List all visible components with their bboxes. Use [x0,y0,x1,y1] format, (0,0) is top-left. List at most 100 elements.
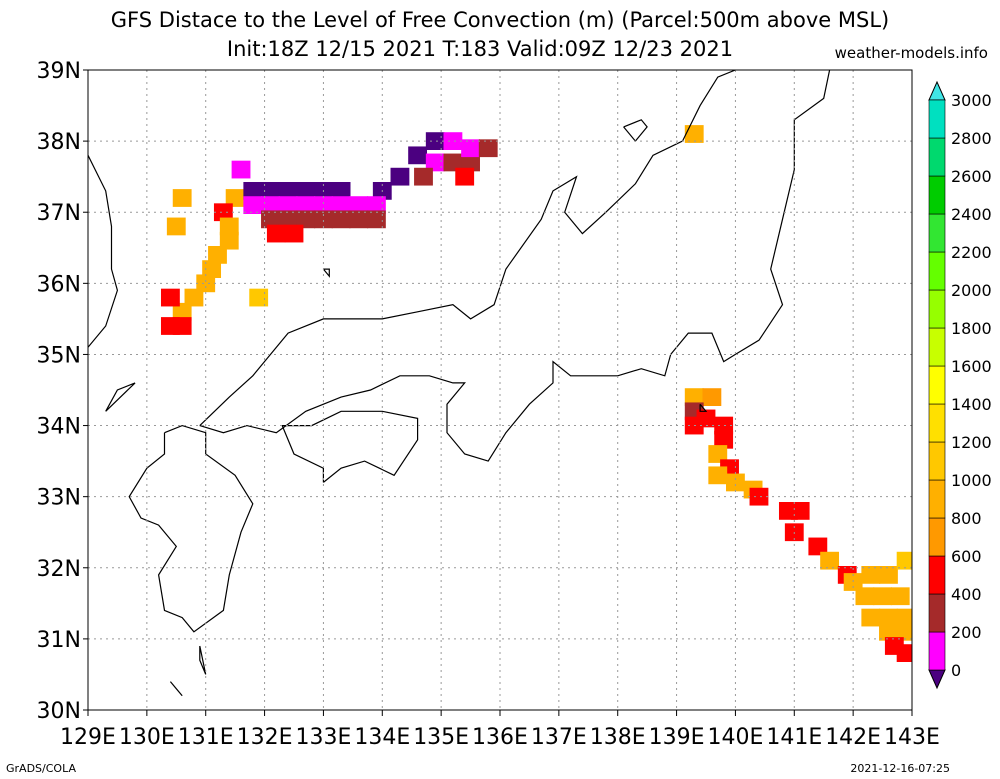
colorbar-label: 3000 [951,91,992,110]
field-cell [843,573,863,591]
lon-tick-label: 132E [237,725,293,750]
lat-tick-label: 35N [37,343,81,368]
field-cell [366,196,386,214]
field-cell [896,608,912,627]
field-cell [314,182,333,200]
lon-tick-label: 142E [825,725,881,750]
software-credit: GrADS/COLA [6,762,76,775]
field-cell [261,182,280,200]
field-cell [278,210,298,229]
lon-tick-label: 139E [649,725,705,750]
field-cell [855,587,875,606]
colorbar-swatch [928,137,946,177]
coastlines [88,70,831,697]
field-cell [296,196,316,214]
field-cell [790,502,810,520]
colorbar-swatch [928,99,946,139]
field-cell [184,288,204,307]
lon-tick-label: 133E [295,725,351,750]
coastline [699,403,708,412]
render-timestamp: 2021-12-16-07:25 [850,762,950,775]
field-cell [726,473,745,492]
field-cell [366,210,386,229]
lon-tick-label: 140E [707,725,763,750]
colorbar-label: 2200 [951,243,992,262]
coastline [322,268,330,278]
lat-tick-label: 37N [37,201,81,226]
lat-labels: 30N 31N 32N 33N 34N 35N 36N 37N 38N 39N [37,59,88,724]
field-cell [837,566,857,584]
plot-frame [87,69,913,711]
lon-tick-label: 134E [354,725,410,750]
lat-tick-label: 38N [37,130,81,155]
field-cell [808,537,828,556]
field-cell [231,160,251,179]
colorbar-label: 200 [951,623,982,642]
field-cell [166,217,186,236]
field-cell [314,196,333,214]
map-title: GFS Distace to the Level of Free Convect… [110,8,890,32]
colorbar-swatch [928,365,946,405]
colorbar-label: 1600 [951,357,992,376]
field-cell [296,182,316,200]
field-cell [213,203,233,222]
colorbar-high-arrow [928,80,946,101]
colorbar: 0 200 400 600 800 1000 1200 1400 1600 1800 2000 220… [928,80,992,690]
field-cell [784,523,804,542]
coastline [199,70,831,462]
colorbar-swatch [928,213,946,253]
field-cell [684,402,704,421]
field-cell [461,139,480,158]
field-cell [390,167,410,186]
colorbar-swatch [928,555,946,595]
field-cell [879,622,898,641]
field-cell [749,487,769,506]
graticule [88,70,912,710]
field-cell [266,224,286,243]
field-cell [861,608,881,627]
field-cell [196,274,216,293]
colorbar-swatch [928,479,946,519]
field-cell [160,317,180,335]
coastline [199,645,207,675]
field-cell [884,637,904,655]
colorbar-swatch [928,517,946,557]
field-cell [414,167,433,186]
colorbar-label: 1400 [951,395,992,414]
field-cell [702,388,722,406]
field-cell [372,182,392,200]
field-cell [743,480,763,499]
colorbar-swatch [928,593,946,633]
field-cell [172,302,192,321]
field-cell [172,317,192,335]
lat-tick-label: 30N [37,699,81,724]
plot-background [88,70,912,710]
coastline [88,155,119,348]
field-cell [896,551,912,570]
colorbar-label: 800 [951,509,982,528]
field-cell [331,182,351,200]
field-cell [331,196,351,214]
colorbar-label: 2800 [951,129,992,148]
field-cell [278,182,298,200]
field-cells [160,125,912,662]
field-cell [455,167,475,186]
field-cell [873,587,892,606]
lon-tick-label: 136E [472,725,528,750]
field-cell [861,566,881,584]
field-cell [284,224,304,243]
field-cell [219,231,239,250]
field-cell [896,644,912,662]
lon-tick-label: 130E [119,725,175,750]
field-cell [684,125,704,143]
field-cell [314,210,333,229]
field-cell [249,288,269,307]
field-cell [478,139,498,158]
field-cell [879,566,898,584]
field-cell [714,430,734,449]
coastline [128,424,254,633]
coastline [623,119,648,143]
colorbar-label: 2600 [951,167,992,186]
lon-tick-label: 129E [60,725,116,750]
